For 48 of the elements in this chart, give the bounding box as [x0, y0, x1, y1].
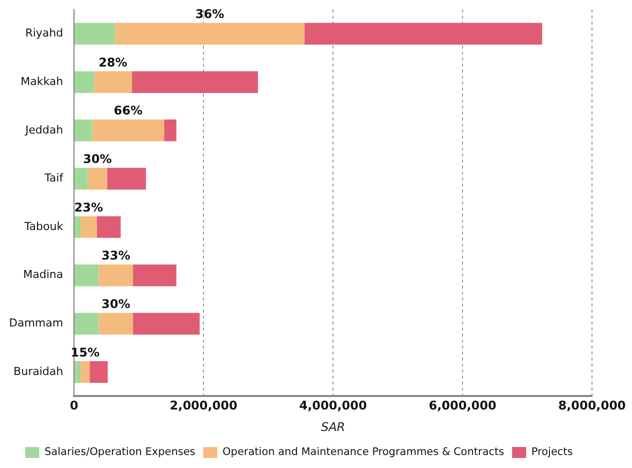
bar	[74, 71, 94, 93]
y-tick-label: Riyahd	[25, 26, 64, 40]
annotation: 23%	[74, 200, 104, 214]
bar	[74, 168, 88, 190]
bar	[94, 71, 132, 93]
bar	[74, 361, 81, 383]
bar	[164, 120, 176, 142]
bar	[96, 216, 121, 238]
x-axis-title: SAR	[320, 420, 346, 434]
legend-label: Salaries/Operation Expenses	[44, 446, 196, 458]
x-tick-label: 0	[70, 398, 78, 413]
bar	[114, 22, 305, 45]
x-tick-label: 6,000,000	[428, 398, 496, 413]
y-tick-label: Buraidah	[14, 364, 64, 378]
bar	[74, 22, 115, 45]
legend-label: Operation and Maintenance Programmes & Contracts	[222, 446, 504, 458]
bar	[107, 168, 146, 190]
bar	[133, 264, 176, 286]
x-tick-label: 2,000,000	[170, 398, 238, 413]
annotation: 28%	[98, 55, 128, 70]
y-tick-label: Dammam	[8, 316, 64, 330]
bar	[74, 120, 92, 142]
y-tick-label: Makkah	[20, 74, 64, 88]
bar	[74, 264, 99, 286]
bar	[74, 216, 81, 238]
legend-label: Projects	[531, 446, 573, 458]
annotation: 33%	[101, 248, 130, 263]
y-tick-label: Tabouk	[23, 220, 64, 233]
bar	[80, 216, 97, 238]
bar	[88, 168, 108, 190]
annotation: 30%	[83, 152, 112, 166]
bar	[98, 312, 134, 335]
y-tick-label: Madina	[23, 268, 64, 282]
annotation: 30%	[101, 296, 130, 311]
bar	[74, 312, 99, 335]
bar	[133, 312, 200, 335]
y-tick-label: Taif	[44, 172, 64, 185]
x-tick-label: 4,000,000	[299, 398, 367, 413]
y-tick-label: Jeddah	[24, 123, 64, 136]
annotation: 66%	[114, 104, 143, 118]
bar	[98, 264, 134, 286]
bar	[80, 361, 90, 383]
bar	[132, 71, 258, 93]
bar	[304, 22, 542, 45]
bar	[90, 361, 108, 383]
x-tick-label: 8,000,000	[558, 398, 626, 413]
annotation: 36%	[195, 7, 224, 22]
bar	[92, 120, 164, 142]
